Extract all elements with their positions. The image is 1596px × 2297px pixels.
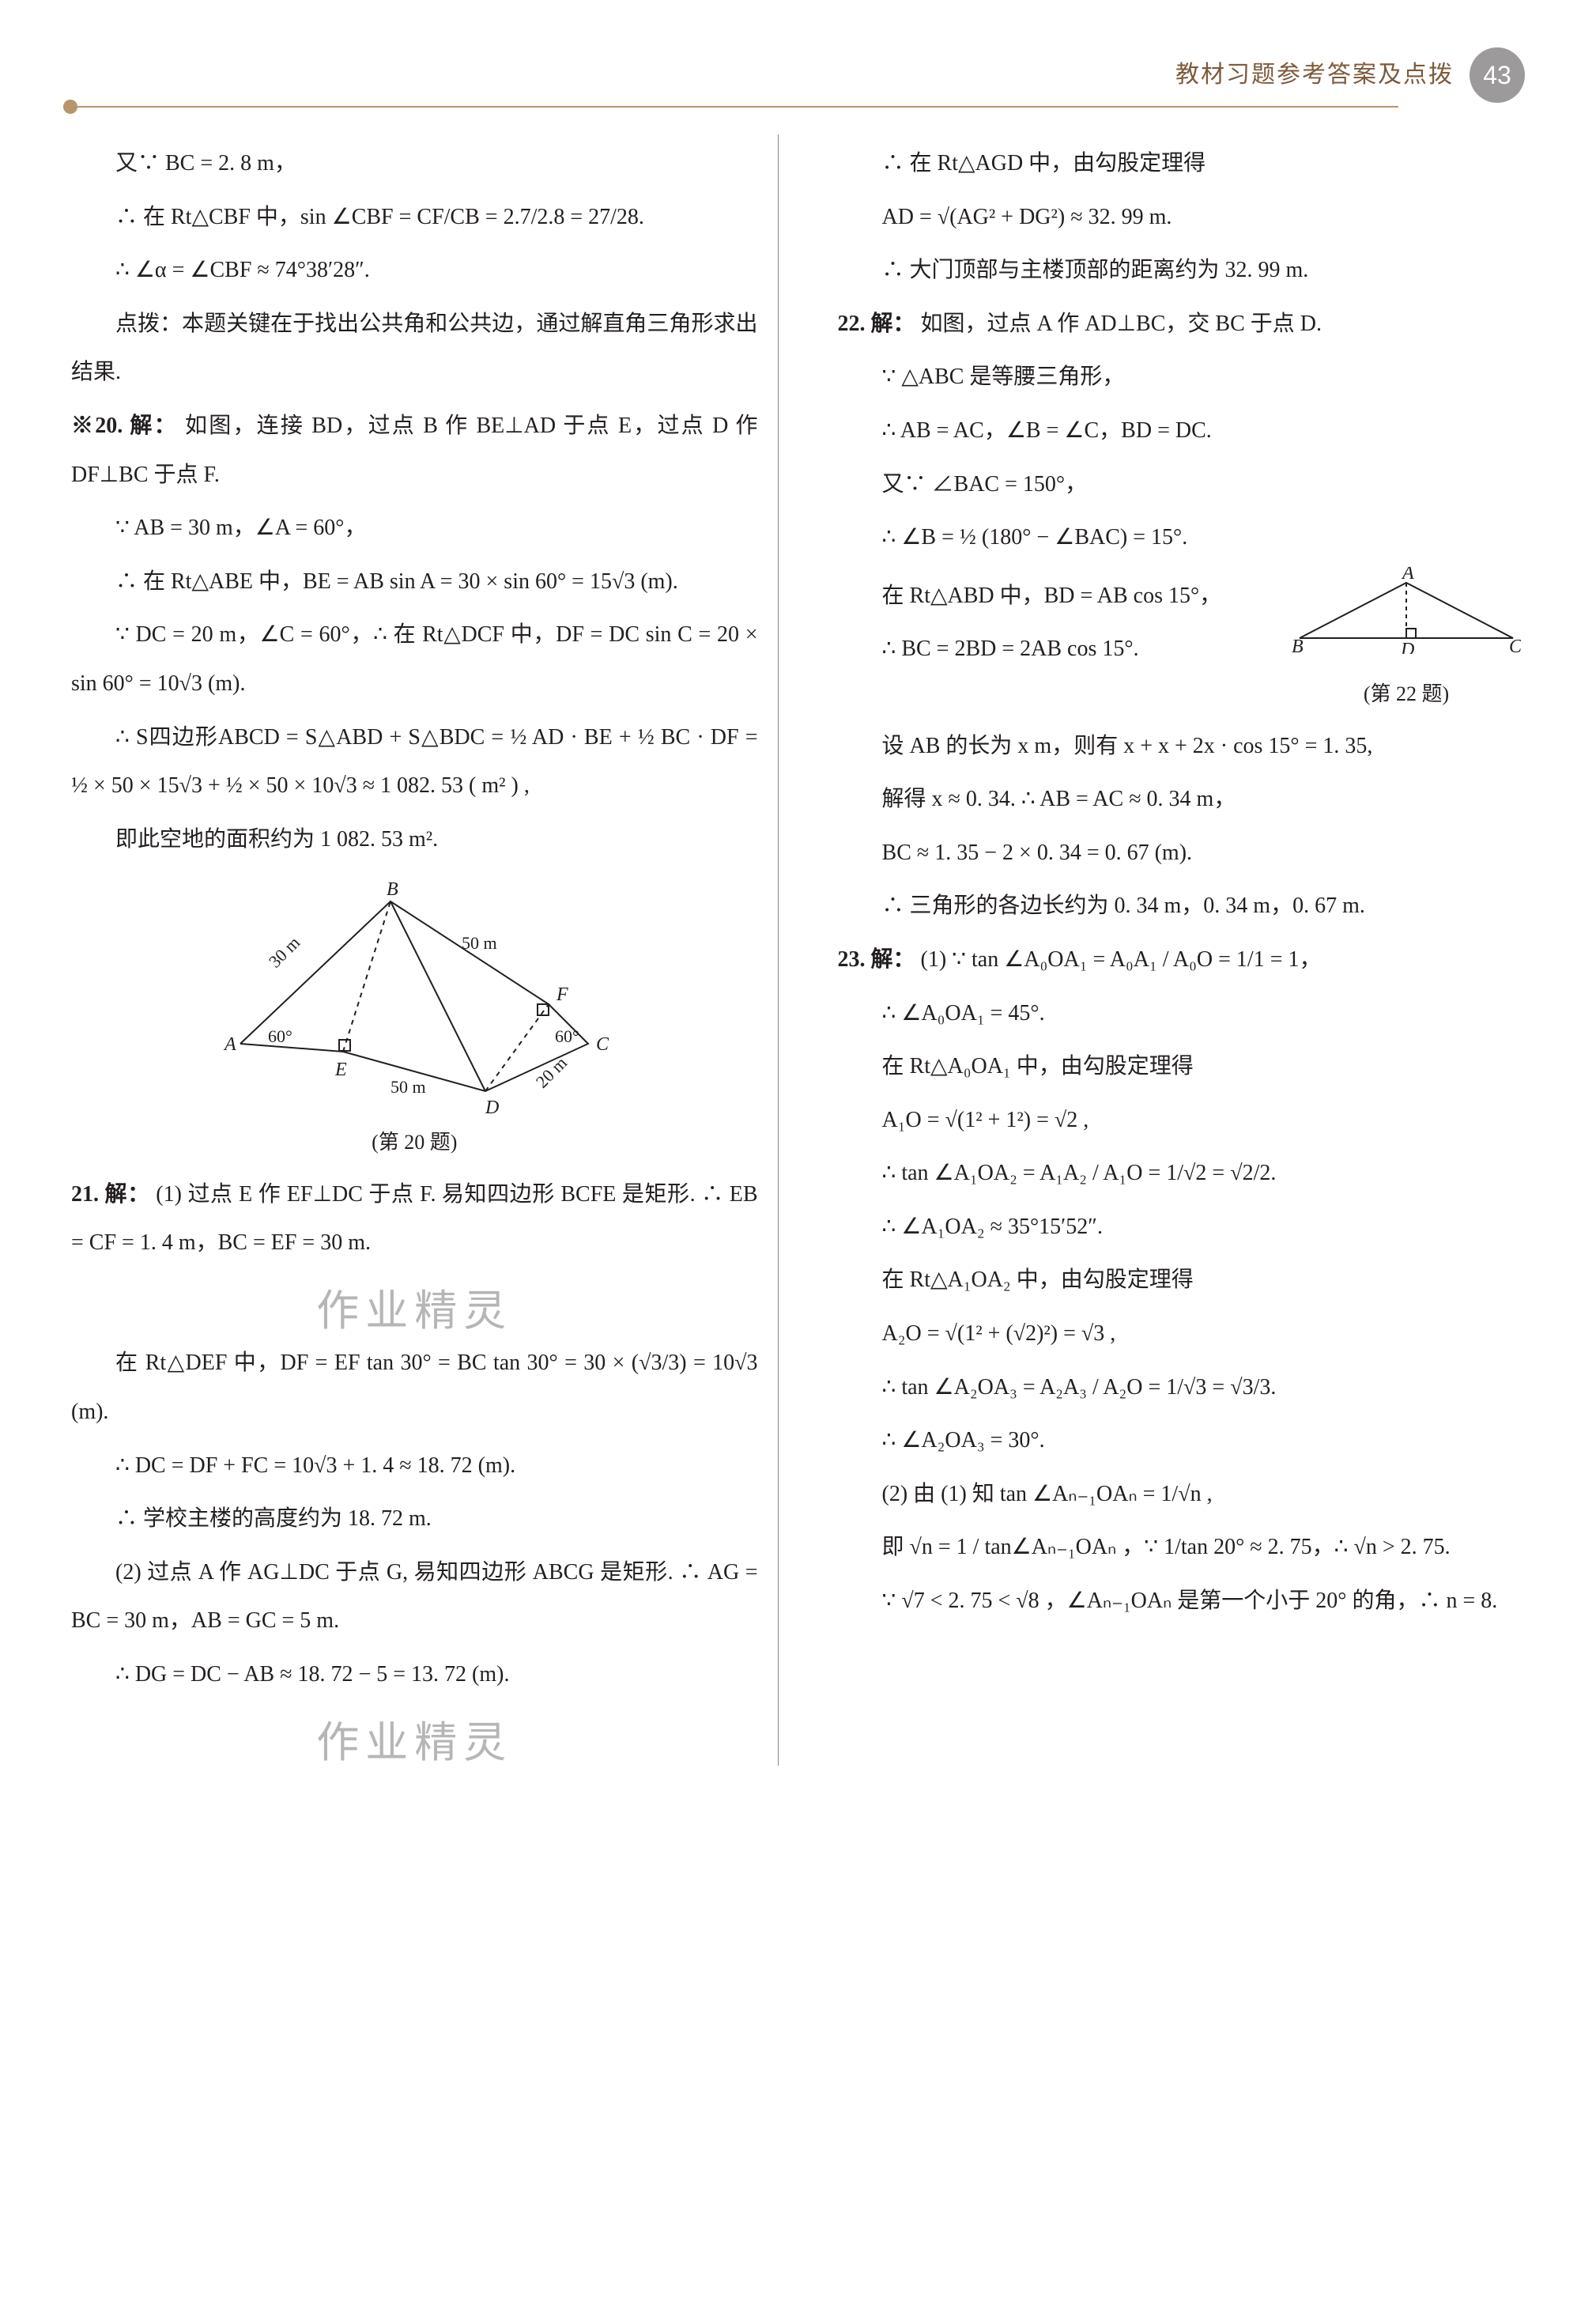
text-line: 即 √n = 1 / tan∠Aₙ₋₁OAₙ ，∵ 1/tan 20° ≈ 2.… [838,1523,1525,1572]
text-line: ∴ ∠α = ∠CBF ≈ 74°38′28″. [71,246,758,295]
left-column: 又∵ BC = 2. 8 m， ∴ 在 Rt△CBF 中，sin ∠CBF = … [71,134,779,1766]
text-line: A₁O = √(1² + 1²) = √2 , [838,1096,1525,1145]
text-line: 如图，过点 A 作 AD⊥BC，交 BC 于点 D. [921,312,1322,336]
text-line: ∴ AB = AC，∠B = ∠C，BD = DC. [838,406,1525,455]
label-F: F [556,984,568,1005]
text-line: ∴ 三角形的各边长约为 0. 34 m，0. 34 m，0. 67 m. [838,882,1525,931]
text-line: ∴ DC = DF + FC = 10√3 + 1. 4 ≈ 18. 72 (m… [71,1441,758,1490]
question-number: 21. 解： [71,1182,150,1207]
page-number-badge: 43 [1470,47,1525,103]
edge-ED: 50 m [391,1077,426,1097]
header-dot [63,100,77,114]
text-line: AD = √(AG² + DG²) ≈ 32. 99 m. [838,193,1525,242]
text-line: 设 AB 的长为 x m，则有 x + x + 2x · cos 15° = 1… [838,722,1525,771]
figure-22: A B C D (第 22 题) [1288,567,1525,717]
label-D: D [485,1097,499,1115]
text-line: ∵ DC = 20 m，∠C = 60°，∴ 在 Rt△DCF 中，DF = D… [71,610,758,708]
text-line: ∴ BC = 2BD = 2AB cos 15°. [838,625,1272,674]
question-23: 23. 解： (1) ∵ tan ∠A₀OA₁ = A₀A₁ / A₀O = 1… [838,935,1525,984]
label-D: D [1400,640,1414,654]
question-21: 21. 解： (1) 过点 E 作 EF⊥DC 于点 F. 易知四边形 BCFE… [71,1170,758,1268]
watermark: 作业精灵 [71,1696,758,1790]
angle-C: 60° [555,1026,579,1046]
angle-A: 60° [268,1026,292,1046]
label-B: B [1292,637,1304,654]
text-line: ∵ AB = 30 m，∠A = 60°， [71,504,758,553]
label-B: B [387,879,398,900]
text-line: (1) ∵ tan ∠A₀OA₁ = A₀A₁ / A₀O = 1/1 = 1， [921,947,1322,972]
text-line: ∴ DG = DC − AB ≈ 18. 72 − 5 = 13. 72 (m)… [71,1650,758,1699]
text-line: ∴ tan ∠A₂OA₃ = A₂A₃ / A₂O = 1/√3 = √3/3. [838,1363,1525,1412]
edge-AB: 30 m [265,933,304,972]
text-line: (1) 过点 E 作 EF⊥DC 于点 F. 易知四边形 BCFE 是矩形. ∴… [71,1182,758,1256]
text-line: 又∵ BC = 2. 8 m， [71,139,758,188]
text-line: ∴ 在 Rt△ABE 中，BE = AB sin A = 30 × sin 60… [71,557,758,606]
text-line: ∴ 大门顶部与主楼顶部的距离约为 32. 99 m. [838,246,1525,295]
text-line: ∴ 学校主楼的高度约为 18. 72 m. [71,1494,758,1543]
figure-20: A B C D E F 30 m 50 m 50 m 20 m 60° 60° [71,878,758,1115]
figure-20-caption: (第 20 题) [71,1120,758,1165]
q22-row: 在 Rt△ABD 中，BD = AB cos 15°， ∴ BC = 2BD =… [838,567,1525,717]
question-number: 23. 解： [838,947,915,972]
question-number: 22. 解： [838,312,915,336]
text-line: ∴ 在 Rt△CBF 中，sin ∠CBF = CF/CB = 2.7/2.8 … [71,193,758,242]
text-hint: 点拨：本题关键在于找出公共角和公共边，通过解直角三角形求出结果. [71,300,758,397]
question-number: ※20. 解： [71,414,178,438]
text-line: 即此空地的面积约为 1 082. 53 m². [71,815,758,864]
text-line: (2) 过点 A 作 AG⊥DC 于点 G, 易知四边形 ABCG 是矩形. ∴… [71,1548,758,1645]
figure-20-svg: A B C D E F 30 m 50 m 50 m 20 m 60° 60° [209,878,620,1115]
text-line: ∴ ∠A₀OA₁ = 45°. [838,989,1525,1038]
text-line: ∵ △ABC 是等腰三角形， [838,353,1525,402]
text-line: 解得 x ≈ 0. 34. ∴ AB = AC ≈ 0. 34 m， [838,775,1525,824]
text-line: (2) 由 (1) 知 tan ∠Aₙ₋₁OAₙ = 1/√n , [838,1470,1525,1519]
text-line: 又∵ ∠BAC = 150°， [838,460,1525,509]
text-line: ∴ ∠B = ½ (180° − ∠BAC) = 15°. [838,513,1525,562]
label-C: C [596,1034,609,1055]
text-line: ∵ √7 < 2. 75 < √8 ，∠Aₙ₋₁OAₙ 是第一个小于 20° 的… [838,1577,1525,1626]
text-line: BC ≈ 1. 35 − 2 × 0. 34 = 0. 67 (m). [838,829,1525,878]
edge-BF: 50 m [462,933,497,953]
figure-22-caption: (第 22 题) [1288,671,1525,716]
page-header: 教材习题参考答案及点拨 43 [71,47,1525,103]
label-E: E [334,1060,347,1080]
content-columns: 又∵ BC = 2. 8 m， ∴ 在 Rt△CBF 中，sin ∠CBF = … [71,134,1525,1766]
text-line: 在 Rt△A₁OA₂ 中，由勾股定理得 [838,1256,1525,1305]
text-line: 在 Rt△A₀OA₁ 中，由勾股定理得 [838,1042,1525,1091]
label-C: C [1509,637,1521,654]
edge-DC: 20 m [532,1053,571,1092]
text-line: ∴ ∠A₂OA₃ = 30°. [838,1416,1525,1465]
header-rule [71,106,1398,108]
text-line: 在 Rt△ABD 中，BD = AB cos 15°， [838,572,1272,621]
right-column: ∴ 在 Rt△AGD 中，由勾股定理得 AD = √(AG² + DG²) ≈ … [818,134,1525,1766]
text-line: ∴ 在 Rt△AGD 中，由勾股定理得 [838,139,1525,188]
header-title: 教材习题参考答案及点拨 [1175,49,1454,101]
text-line: 在 Rt△DEF 中，DF = EF tan 30° = BC tan 30° … [71,1339,758,1436]
label-A: A [223,1034,236,1055]
question-20: ※20. 解： 如图，连接 BD，过点 B 作 BE⊥AD 于点 E，过点 D … [71,402,758,499]
label-A: A [1401,567,1414,584]
text-line: ∴ ∠A₁OA₂ ≈ 35°15′52″. [838,1203,1525,1252]
text-line: ∴ tan ∠A₁OA₂ = A₁A₂ / A₁O = 1/√2 = √2/2. [838,1149,1525,1198]
figure-22-svg: A B C D [1292,567,1521,654]
text-line: A₂O = √(1² + (√2)²) = √3 , [838,1309,1525,1358]
question-22: 22. 解： 如图，过点 A 作 AD⊥BC，交 BC 于点 D. [838,300,1525,349]
text-line: ∴ S四边形ABCD = S△ABD + S△BDC = ½ AD · BE +… [71,713,758,810]
